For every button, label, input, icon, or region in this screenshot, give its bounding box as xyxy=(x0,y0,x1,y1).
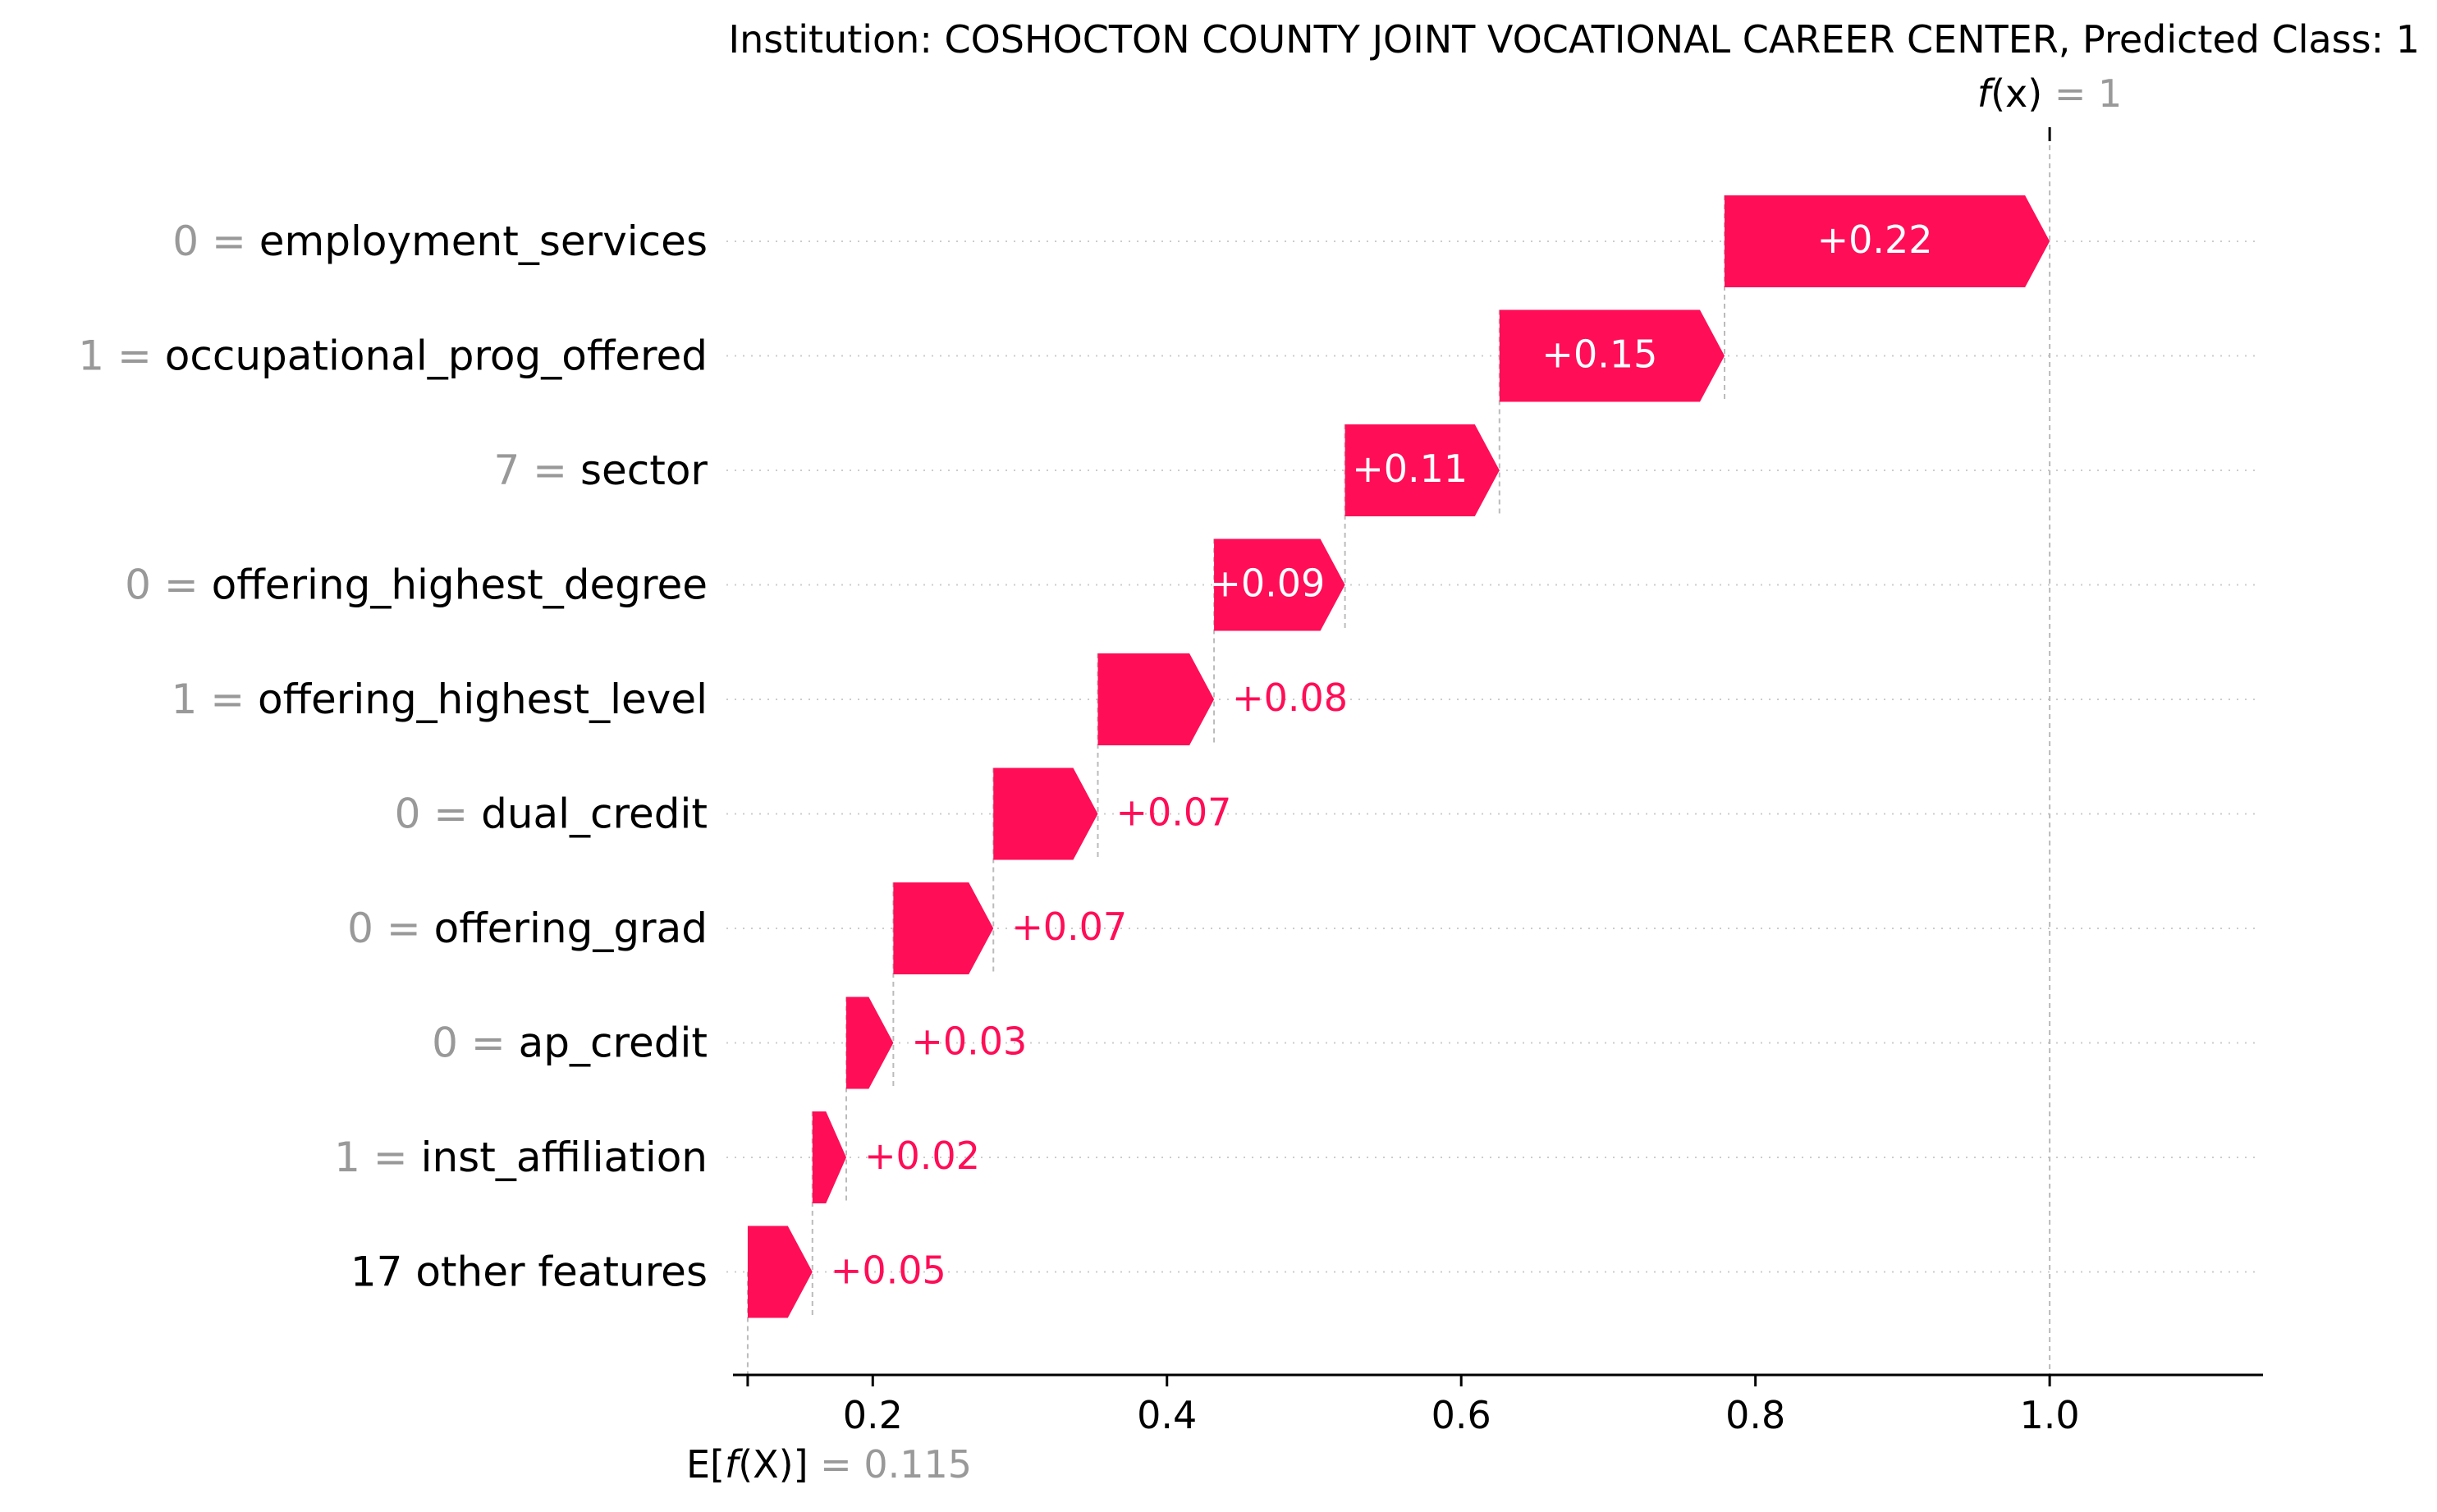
fx-annotation: f(x) = 1 xyxy=(1977,71,2122,116)
fx-rest: (x) xyxy=(1990,71,2055,116)
feature-name: employment_services xyxy=(259,218,708,265)
bar-value-label: +0.11 xyxy=(1352,447,1468,491)
waterfall-bar xyxy=(993,767,1098,860)
fx-value: = 1 xyxy=(2055,71,2122,116)
feature-value: 1 = xyxy=(334,1134,421,1181)
feature-label: 0 = employment_services xyxy=(172,218,708,265)
feature-name: offering_highest_degree xyxy=(212,561,708,609)
x-tick-label: 0.2 xyxy=(843,1393,903,1437)
feature-value: 0 = xyxy=(432,1019,519,1067)
feature-name: occupational_prog_offered xyxy=(165,332,708,380)
feature-name: offering_highest_level xyxy=(258,676,708,723)
feature-value: 7 = xyxy=(493,447,580,494)
feature-label: 1 = inst_affiliation xyxy=(334,1134,708,1181)
bar-value-label: +0.03 xyxy=(911,1019,1027,1064)
feature-name: inst_affiliation xyxy=(421,1134,708,1181)
connectors-group xyxy=(746,127,2051,1375)
waterfall-bar xyxy=(1499,309,1725,402)
x-tick-label: 1.0 xyxy=(2020,1393,2080,1437)
waterfall-bar xyxy=(1214,538,1345,631)
feature-label: 0 = ap_credit xyxy=(432,1019,708,1067)
waterfall-bar xyxy=(1097,653,1215,745)
waterfall-bar xyxy=(893,882,994,974)
bar-value-label: +0.02 xyxy=(864,1134,980,1178)
feature-value: 0 = xyxy=(125,561,212,609)
waterfall-bar xyxy=(1725,195,2050,287)
feature-value: 0 = xyxy=(347,905,434,952)
bar-value-label: +0.07 xyxy=(1115,790,1231,835)
feature-label: 7 = sector xyxy=(493,447,708,494)
x-tick-label: 0.6 xyxy=(1432,1393,1491,1437)
bar-value-label: +0.22 xyxy=(1817,218,1933,262)
waterfall-bar xyxy=(1344,424,1500,516)
feature-label: 1 = occupational_prog_offered xyxy=(78,332,708,380)
feature-label: 0 = dual_credit xyxy=(395,790,708,838)
feature-value: 1 = xyxy=(78,332,165,380)
feature-label: 1 = offering_highest_level xyxy=(172,676,708,723)
feature-name: dual_credit xyxy=(481,790,708,838)
waterfall-bar xyxy=(846,997,894,1089)
feature-label: 17 other features xyxy=(350,1249,708,1296)
bar-value-label: +0.08 xyxy=(1232,676,1348,720)
x-tick-label: 0.4 xyxy=(1137,1393,1197,1437)
feature-name: offering_grad xyxy=(434,905,708,952)
efx-annotation: E[f(X)] = 0.115 xyxy=(686,1442,972,1487)
feature-label: 0 = offering_highest_degree xyxy=(125,561,708,609)
bars-group: +0.22 +0.15 +0.11 +0.09 +0.08 +0.07 +0.07 +0.03… xyxy=(747,195,2050,1318)
efx-pre: E[ xyxy=(686,1442,725,1487)
gridlines-group xyxy=(726,241,2256,1273)
feature-name: ap_credit xyxy=(519,1019,708,1067)
bar-value-label: +0.09 xyxy=(1209,561,1325,606)
efx-value: = 0.115 xyxy=(820,1442,972,1487)
feature-value: 0 = xyxy=(172,218,259,265)
bar-value-label: +0.05 xyxy=(831,1249,946,1293)
feature-labels-group: 0 = employment_services 1 = occupational_… xyxy=(78,218,708,1296)
annotations-group: f(x) = 1 E[f(X)] = 0.115 xyxy=(686,71,2122,1487)
feature-name: 17 other features xyxy=(350,1249,708,1296)
efx-rest: (X)] xyxy=(738,1442,820,1487)
x-axis: 0.2 0.4 0.6 0.8 1.0 xyxy=(733,1373,2263,1437)
bar-value-label: +0.07 xyxy=(1011,905,1127,949)
x-tick-label: 0.8 xyxy=(1725,1393,1785,1437)
waterfall-bar xyxy=(812,1111,847,1203)
waterfall-bar xyxy=(747,1226,813,1318)
feature-value: 0 = xyxy=(395,790,482,838)
chart-title: Institution: COSHOCTON COUNTY JOINT VOCA… xyxy=(729,17,2420,62)
feature-label: 0 = offering_grad xyxy=(347,905,708,952)
feature-name: sector xyxy=(580,447,708,494)
feature-value: 1 = xyxy=(172,676,259,723)
bar-value-label: +0.15 xyxy=(1541,332,1657,377)
